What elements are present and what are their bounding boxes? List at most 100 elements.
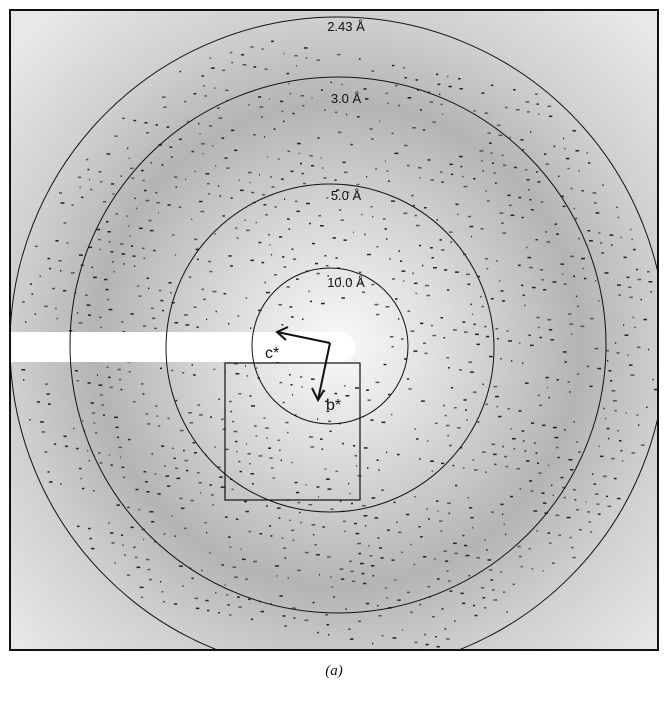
reflection: [325, 468, 327, 470]
reflection: [525, 169, 527, 171]
reflection: [149, 220, 152, 222]
reflection: [588, 162, 590, 164]
reflection: [543, 289, 546, 291]
reflection: [425, 353, 428, 355]
reflection: [258, 96, 261, 98]
reflection: [430, 460, 434, 462]
reflection: [387, 529, 390, 531]
reflection: [531, 209, 534, 211]
reflection: [412, 127, 416, 129]
reflection: [209, 552, 210, 554]
reflection: [162, 96, 166, 98]
reflection: [88, 528, 91, 530]
reflection: [485, 326, 487, 328]
reflection: [376, 314, 379, 316]
reflection: [213, 504, 214, 506]
reflection: [230, 52, 232, 54]
reflection: [619, 440, 622, 442]
reflection: [109, 522, 110, 524]
reflection: [324, 109, 326, 111]
reflection: [60, 270, 61, 272]
reflection: [616, 207, 618, 209]
reflection: [486, 336, 489, 338]
reflection: [497, 338, 499, 340]
reflection: [321, 89, 323, 91]
reflection: [498, 416, 501, 418]
reflection: [582, 190, 584, 192]
reflection: [430, 247, 433, 249]
reflection: [627, 277, 630, 279]
reflection: [175, 468, 178, 470]
reflection: [473, 459, 475, 461]
reflection: [604, 408, 605, 410]
reflection: [376, 382, 380, 384]
reflection: [610, 234, 614, 236]
reflection: [296, 278, 299, 280]
reflection: [594, 483, 597, 485]
reflection: [279, 304, 282, 306]
reflection: [499, 280, 500, 282]
reflection: [489, 356, 493, 358]
reflection: [333, 237, 336, 239]
reflection: [123, 544, 124, 546]
reflection: [522, 217, 524, 219]
reflection: [359, 272, 362, 274]
reflection: [370, 128, 373, 130]
reflection: [393, 637, 397, 639]
reflection: [240, 190, 244, 192]
reflection: [188, 412, 192, 414]
reflection: [427, 440, 428, 442]
reflection: [64, 436, 67, 438]
reflection: [284, 625, 287, 627]
reflection: [143, 325, 146, 327]
reflection: [433, 121, 436, 123]
reflection: [563, 138, 564, 140]
reflection: [404, 145, 408, 147]
reflection: [425, 285, 429, 287]
reflection: [328, 634, 329, 636]
reflection: [491, 579, 494, 581]
reflection: [351, 571, 354, 573]
reflection: [480, 296, 482, 298]
figure: 2.43 Å 3.0 Å 5.0 Å 10.0 Å c* b* (a): [0, 0, 668, 708]
reflection: [145, 122, 148, 124]
reflection: [144, 471, 147, 473]
reflection: [481, 228, 484, 230]
reflection: [218, 399, 220, 401]
reflection: [376, 168, 377, 170]
reflection: [295, 482, 298, 484]
reflection: [219, 476, 223, 478]
reflection: [335, 393, 338, 395]
reflection: [351, 144, 353, 146]
reflection: [180, 498, 183, 500]
reflection: [570, 256, 574, 258]
reflection: [575, 499, 577, 501]
reflection: [236, 519, 238, 521]
reflection: [225, 90, 229, 92]
reflection: [382, 422, 386, 424]
reflection: [107, 299, 109, 301]
reflection: [388, 180, 390, 182]
reflection: [569, 391, 570, 393]
reflection: [397, 522, 398, 524]
reflection: [259, 242, 262, 244]
reflection: [116, 213, 119, 215]
reflection: [135, 198, 136, 200]
reflection: [614, 478, 617, 480]
reflection: [277, 575, 278, 577]
reflection: [166, 475, 170, 477]
reflection: [370, 555, 373, 557]
reflection: [398, 105, 400, 107]
reflection: [402, 629, 403, 631]
reflection: [119, 379, 121, 381]
reflection: [157, 202, 160, 204]
reflection: [394, 502, 396, 504]
reflection: [419, 458, 421, 460]
reflection: [440, 171, 443, 173]
reflection: [431, 179, 435, 181]
reflection: [231, 130, 234, 132]
reflection: [503, 165, 506, 167]
reflection: [174, 603, 177, 605]
reflection: [454, 620, 456, 622]
reflection: [488, 559, 492, 561]
